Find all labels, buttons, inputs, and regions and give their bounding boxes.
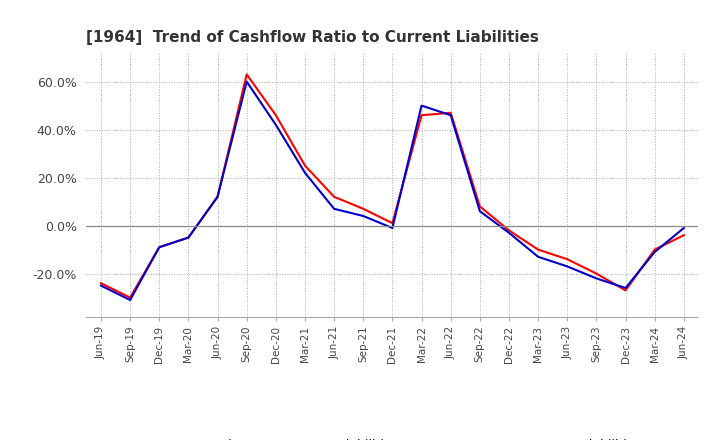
Operating CF to Current Liabilities [475, 204, 484, 209]
Free CF to Current Liabilities [475, 209, 484, 214]
Free CF to Current Liabilities [388, 225, 397, 231]
Free CF to Current Liabilities [417, 103, 426, 108]
Operating CF to Current Liabilities [417, 113, 426, 118]
Text: [1964]  Trend of Cashflow Ratio to Current Liabilities: [1964] Trend of Cashflow Ratio to Curren… [86, 29, 539, 45]
Operating CF to Current Liabilities [534, 247, 542, 252]
Operating CF to Current Liabilities [621, 288, 630, 293]
Free CF to Current Liabilities [213, 194, 222, 199]
Free CF to Current Liabilities [126, 297, 135, 303]
Operating CF to Current Liabilities [301, 163, 310, 168]
Free CF to Current Liabilities [243, 79, 251, 84]
Operating CF to Current Liabilities [446, 110, 455, 115]
Free CF to Current Liabilities [621, 286, 630, 291]
Operating CF to Current Liabilities [96, 281, 105, 286]
Line: Operating CF to Current Liabilities: Operating CF to Current Liabilities [101, 74, 684, 297]
Operating CF to Current Liabilities [330, 194, 338, 199]
Operating CF to Current Liabilities [359, 206, 368, 212]
Free CF to Current Liabilities [359, 213, 368, 219]
Operating CF to Current Liabilities [184, 235, 193, 240]
Operating CF to Current Liabilities [680, 233, 688, 238]
Free CF to Current Liabilities [330, 206, 338, 212]
Free CF to Current Liabilities [563, 264, 572, 269]
Operating CF to Current Liabilities [388, 220, 397, 226]
Free CF to Current Liabilities [534, 254, 542, 260]
Free CF to Current Liabilities [155, 245, 163, 250]
Free CF to Current Liabilities [505, 230, 513, 235]
Free CF to Current Liabilities [96, 283, 105, 288]
Line: Free CF to Current Liabilities: Free CF to Current Liabilities [101, 81, 684, 300]
Free CF to Current Liabilities [650, 249, 659, 255]
Free CF to Current Liabilities [184, 235, 193, 240]
Operating CF to Current Liabilities [271, 113, 280, 118]
Operating CF to Current Liabilities [563, 257, 572, 262]
Operating CF to Current Liabilities [243, 72, 251, 77]
Free CF to Current Liabilities [301, 170, 310, 176]
Operating CF to Current Liabilities [505, 228, 513, 233]
Operating CF to Current Liabilities [126, 295, 135, 300]
Free CF to Current Liabilities [592, 276, 600, 281]
Operating CF to Current Liabilities [213, 194, 222, 199]
Operating CF to Current Liabilities [155, 245, 163, 250]
Free CF to Current Liabilities [271, 122, 280, 128]
Free CF to Current Liabilities [446, 113, 455, 118]
Operating CF to Current Liabilities [650, 247, 659, 252]
Operating CF to Current Liabilities [592, 271, 600, 276]
Legend: Operating CF to Current Liabilities, Free CF to Current Liabilities: Operating CF to Current Liabilities, Fre… [138, 434, 647, 440]
Free CF to Current Liabilities [680, 225, 688, 231]
